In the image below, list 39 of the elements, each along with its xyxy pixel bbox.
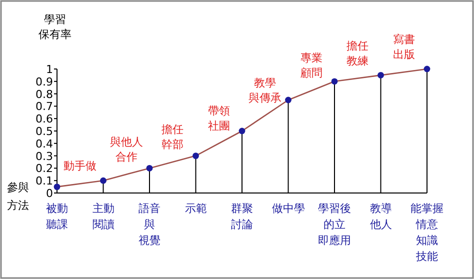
point — [331, 78, 338, 85]
ylabel: 學習保有率 — [38, 13, 72, 41]
annotation: 帶領社團 — [208, 104, 230, 132]
point — [192, 152, 199, 159]
xtick: 學習後的立即應用 — [318, 202, 351, 247]
point — [285, 96, 292, 104]
annotation: 教學與傳承 — [248, 76, 282, 104]
ytick: 0.1 — [36, 174, 53, 188]
ytick: 0.9 — [36, 75, 53, 88]
ytick: 0 — [46, 187, 53, 200]
point — [238, 128, 246, 134]
point — [54, 184, 60, 190]
ytick: 0.7 — [36, 100, 53, 114]
xtick: 語音與視覺 — [138, 202, 160, 247]
xtick: 主動閱讀 — [92, 202, 114, 231]
ytick: 0.3 — [36, 150, 53, 163]
annotation: 專業顧問 — [300, 52, 322, 80]
xtick: 被動聽課 — [46, 202, 68, 231]
xtick: 做中學 — [272, 202, 305, 215]
point — [424, 66, 430, 72]
ytick: 0.6 — [36, 112, 53, 126]
ytick: 1 — [46, 63, 53, 76]
xtick: 教導他人 — [370, 202, 392, 231]
point — [100, 177, 106, 184]
xtick: 能掌握情意知識技能 — [410, 202, 444, 263]
annotation: 寫書出版 — [392, 33, 415, 62]
annotation: 擔任幹部 — [162, 123, 184, 151]
point — [146, 165, 153, 172]
ytick: 0.8 — [36, 88, 53, 101]
annotation: 動手做 — [64, 160, 97, 173]
ytick: 0.5 — [36, 125, 53, 138]
ytick: 0.2 — [36, 162, 53, 176]
annotation: 擔任教練 — [346, 39, 369, 68]
xlabel: 參與方法 — [7, 181, 29, 212]
point — [378, 72, 384, 78]
annotation: 與他人合作 — [110, 135, 143, 164]
xtick: 群聚討論 — [231, 202, 253, 231]
ytick: 0.4 — [36, 137, 53, 150]
xtick: 示範 — [184, 202, 207, 215]
